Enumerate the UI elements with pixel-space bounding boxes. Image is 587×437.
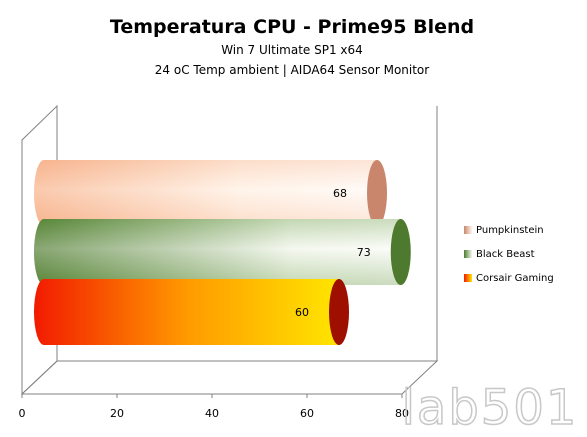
legend-label: Pumpkinstein [476, 225, 544, 236]
data-label: 68 [333, 187, 347, 200]
bar-end-cap [390, 219, 411, 285]
x-tick-label: 20 [110, 407, 124, 420]
floor [20, 360, 439, 395]
legend-label: Corsair Gaming [476, 273, 554, 284]
legend: Pumpkinstein Black Beast Corsair Gaming [464, 225, 554, 284]
bar-black-beast: 73 [34, 219, 411, 285]
chart-subtitle-1: Win 7 Ultimate SP1 x64 [221, 43, 363, 57]
bar-body [34, 279, 339, 345]
x-tick-label: 80 [395, 407, 409, 420]
legend-item: Pumpkinstein [464, 225, 544, 236]
legend-item: Corsair Gaming [464, 273, 554, 284]
x-tick-label: 60 [300, 407, 314, 420]
legend-label: Black Beast [476, 249, 535, 260]
data-label: 73 [357, 246, 371, 259]
x-tick-label: 40 [205, 407, 219, 420]
bar-end-cap [329, 279, 349, 345]
data-label: 60 [295, 306, 309, 319]
bar-shade [34, 219, 401, 285]
plot-walls [20, 104, 439, 396]
legend-swatch [464, 226, 472, 234]
legend-item: Black Beast [464, 249, 535, 260]
x-tick-label: 0 [19, 407, 26, 420]
watermark-logo: lab501 [402, 380, 579, 433]
legend-swatch [464, 250, 472, 258]
bars-group: 68 73 60 [34, 160, 411, 345]
bar-shade [34, 160, 377, 226]
bar-corsair-gaming: 60 [34, 279, 349, 345]
bar-pumpkinstein: 68 [34, 160, 387, 226]
bar-end-cap [367, 160, 387, 226]
chart-title: Temperatura CPU - Prime95 Blend [110, 16, 474, 38]
x-axis: 0 20 40 60 80 [19, 394, 409, 420]
chart-subtitle-2: 24 oC Temp ambient | AIDA64 Sensor Monit… [155, 63, 429, 77]
legend-swatch [464, 274, 472, 282]
